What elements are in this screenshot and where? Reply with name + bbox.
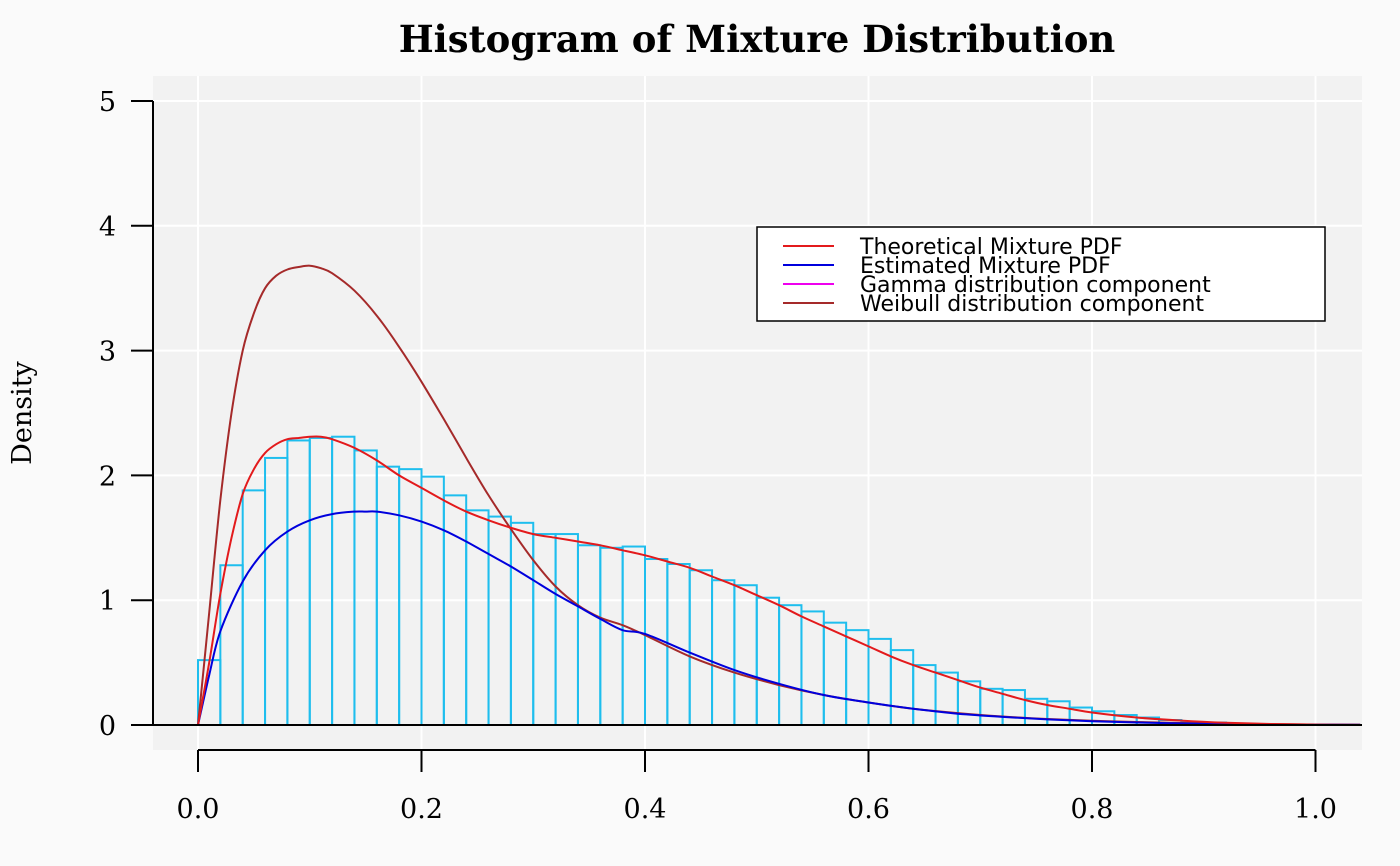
- x-tick-label-5: 1.0: [1294, 794, 1337, 825]
- y-axis-label: Density: [7, 360, 38, 464]
- x-tick-label-0: 0.0: [177, 794, 220, 825]
- legend-label-3: Weibull distribution component: [860, 292, 1204, 317]
- x-tick-label-1: 0.2: [400, 794, 443, 825]
- x-tick-label-3: 0.6: [847, 794, 890, 825]
- legend-label-1: Estimated Mixture PDF: [860, 254, 1111, 279]
- legend-label-2: Gamma distribution component: [860, 273, 1211, 298]
- y-tick-label-0: 0: [99, 711, 116, 742]
- legend-label-0: Theoretical Mixture PDF: [859, 235, 1123, 260]
- y-tick-label-3: 3: [99, 337, 116, 368]
- y-tick-label-5: 5: [99, 87, 116, 118]
- y-tick-label-4: 4: [99, 212, 116, 243]
- axes: 0 1 2 3 4 5 0.0 0.2 0.4 0.6 0.8 1.0: [99, 87, 1362, 825]
- x-tick-label-4: 0.8: [1071, 794, 1114, 825]
- y-tick-label-2: 2: [99, 461, 116, 492]
- chart-title: Histogram of Mixture Distribution: [399, 17, 1116, 61]
- y-tick-label-1: 1: [99, 586, 116, 617]
- x-tick-label-2: 0.4: [624, 794, 667, 825]
- legend-box: [756, 226, 1326, 322]
- series-line-1: [197, 510, 1361, 726]
- series-line-0: [197, 435, 1361, 726]
